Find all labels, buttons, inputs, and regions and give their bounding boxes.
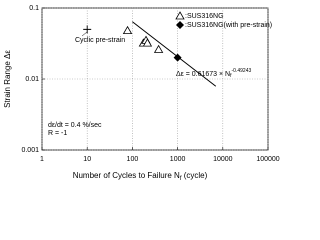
x-title-end: (cycle) (182, 171, 208, 180)
x-tick-label: 10000 (213, 156, 233, 163)
equation-exp: -0.49243 (232, 68, 252, 74)
equation-sub: f (230, 73, 232, 79)
triangle-marker (175, 11, 185, 20)
legend-label: :SUS316NG (185, 13, 224, 20)
plus-marker (83, 25, 92, 34)
annotation: Cyclic pre-strain (75, 37, 125, 44)
x-tick-label: 10 (83, 156, 91, 163)
annotation: dε/dt = 0.4 %/sec (48, 122, 102, 129)
x-title-main: Number of Cycles to Failure N (73, 171, 180, 180)
y-tick-label: 0.001 (21, 147, 39, 154)
x-tick-label: 1000 (170, 156, 186, 163)
x-axis-title: Number of Cycles to Failure Nf (cycle) (73, 171, 208, 181)
equation: Δε = 0.61673 × Nf-0.49243 (176, 68, 251, 79)
triangle-marker (153, 44, 164, 53)
annotation-arrow (81, 31, 88, 37)
annotation: R = -1 (48, 130, 67, 137)
diamond-marker (176, 21, 184, 29)
legend-label: :SUS316NG(with pre-strain) (185, 22, 272, 29)
x-tick-label: 100 (127, 156, 139, 163)
y-tick-label: 0.01 (25, 76, 39, 83)
equation-main: Δε = 0.61673 × N (176, 71, 230, 78)
fit-line (132, 21, 217, 87)
x-tick-label: 1 (40, 156, 44, 163)
x-tick-label: 100000 (256, 156, 279, 163)
y-tick-label: 0.1 (29, 5, 39, 12)
y-axis-title: Strain Range Δε (3, 50, 12, 108)
x-title-sub: f (180, 176, 182, 182)
chart: Number of Cycles to Failure Nf (cycle) S… (3, 5, 280, 182)
triangle-marker (142, 38, 153, 47)
triangle-marker (122, 25, 133, 35)
